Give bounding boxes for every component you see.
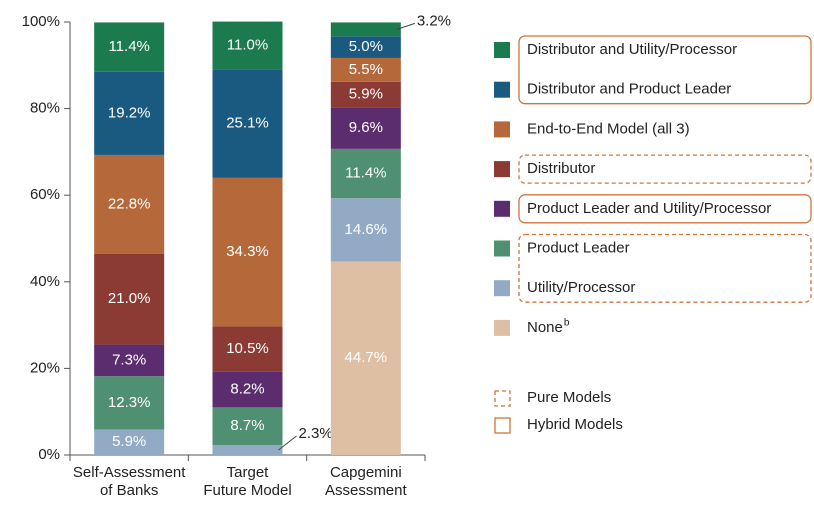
data-label: 3.2% [417,12,451,29]
data-label: 11.4% [345,165,386,182]
legend-model-label: Pure Models [527,389,611,406]
data-label: 14.6% [345,221,388,238]
y-tick-label: 60% [30,186,60,203]
leader-line [396,22,415,30]
legend-swatch [494,42,510,58]
y-tick-label: 20% [30,359,60,376]
bar-segment [330,148,401,199]
bar-segment [94,253,165,345]
legend-swatch [494,200,510,217]
x-tick-label: Capgemini Assessment [325,464,408,499]
legend-label: Distributor and Product Leader [527,81,731,98]
x-tick-label-line: of Banks [100,482,158,499]
x-tick-label-line: Self-Assessment [73,464,186,481]
legend-label: None [527,319,563,336]
legend-label: End-to-End Model (all 3) [527,120,690,137]
data-label: 44.7% [345,349,388,366]
data-label: 11.4% [108,38,149,55]
bar-segment [212,21,283,70]
data-label: 5.0% [349,38,383,55]
bar-segment [212,445,283,455]
data-label: 22.8% [108,195,151,212]
bar-segment [212,371,283,408]
bar-segment [330,261,401,455]
legend-model-swatch [494,390,511,407]
data-label: 9.6% [349,119,383,136]
x-tick-label-line: Assessment [325,482,408,499]
bar-segment [212,69,283,178]
y-tick-label: 80% [30,100,60,117]
bar-segment [94,429,165,455]
legend-group-box [518,35,812,105]
bar-segment [330,198,401,262]
bar-segment [212,326,283,372]
data-label: 5.9% [349,85,383,102]
legend-label-sup: b [564,318,570,329]
y-tick-label: 100% [22,13,60,30]
y-tick-label: 40% [30,273,60,290]
bar-segment [94,22,165,72]
data-label: 7.3% [112,351,146,368]
x-tick-label: Target Future Model [203,464,291,499]
bar-segment [330,107,401,149]
data-label: 25.1% [226,115,269,132]
data-label: 8.2% [230,381,264,398]
legend-label: Product Leader [527,239,630,256]
bar-segment [212,177,283,327]
x-tick-label-line: Future Model [203,482,291,499]
legend-swatch [494,161,510,178]
bar-segment [330,22,401,37]
leader-line [278,435,297,451]
legend-swatch [494,121,510,138]
bar-segment [330,81,401,108]
bar-segment [94,344,165,377]
bar-segment [330,36,401,58]
legend-swatch [494,81,510,98]
bar-segment [212,407,283,446]
legend-swatch [494,319,510,336]
y-tick-label: 0% [38,446,60,463]
x-tick-label-line: Target [227,464,270,481]
data-label: 10.5% [226,340,269,357]
data-label: 5.9% [112,433,146,450]
data-label: 19.2% [108,104,151,121]
legend-label: Product Leader and Utility/Processor [527,200,771,217]
bar-segment [94,154,165,254]
legend-label: Distributor and Utility/Processor [527,41,737,58]
data-label: 5.5% [349,61,383,78]
bar-segment [94,71,165,155]
x-tick-label: Self-Assessment of Banks [73,464,186,499]
legend-model-label: Hybrid Models [527,416,623,433]
legend-group-box [518,233,812,303]
data-label: 11.0% [227,36,268,53]
bar-segment [94,376,165,430]
x-tick-label-line: Capgemini [330,464,402,481]
legend-swatch [494,280,510,297]
legend-group-box [518,154,812,184]
data-label: 21.0% [108,290,151,307]
legend-group-box [518,194,812,224]
legend-label: Distributor [527,160,595,177]
data-label: 8.7% [230,417,264,434]
legend-label: Utility/Processor [527,279,635,296]
data-label: 34.3% [226,243,269,260]
legend-swatch [494,240,510,257]
data-label: 2.3% [299,425,333,442]
legend-model-swatch [494,417,511,434]
bar-segment [330,57,401,82]
data-label: 12.3% [108,394,151,411]
